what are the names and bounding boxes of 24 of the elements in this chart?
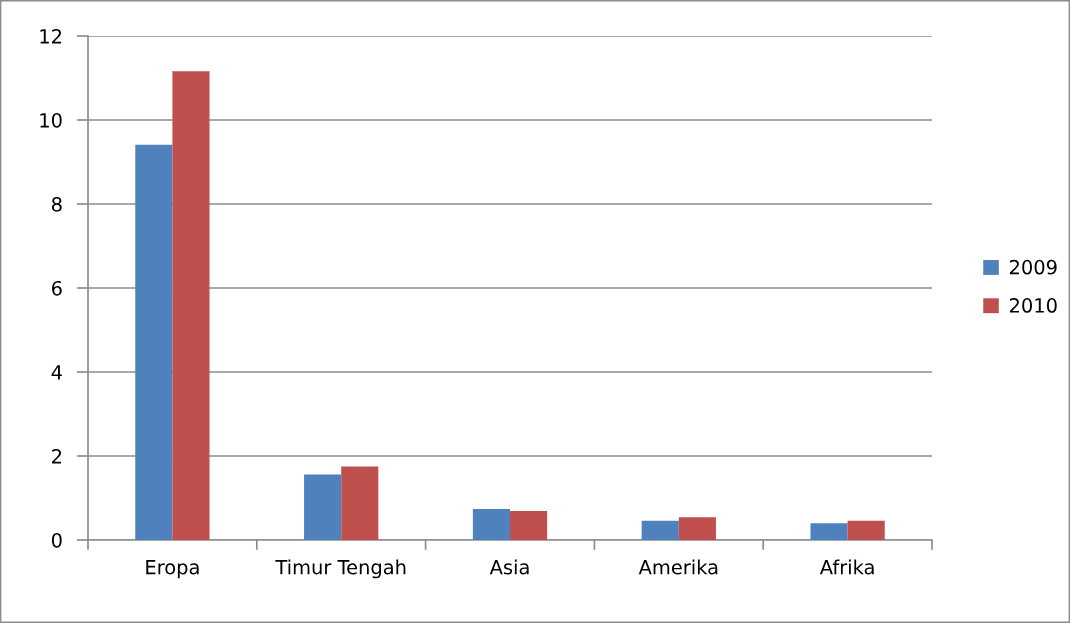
bar [510, 511, 548, 540]
x-tick-label: Eropa [146, 560, 199, 579]
x-tick-label: Asia [489, 559, 529, 575]
bar [847, 520, 885, 540]
y-tick-label: 0 [51, 532, 62, 548]
bar [641, 520, 679, 540]
bar [472, 508, 510, 540]
y-tick-label: 10 [40, 112, 62, 128]
y-tick-label: 4 [51, 365, 62, 380]
bar [810, 523, 848, 540]
bar [678, 517, 716, 540]
legend-label: 2010 [1009, 298, 1057, 313]
y-tick-label: 2 [52, 448, 62, 464]
bar [172, 71, 210, 540]
bar [135, 144, 173, 540]
y-tick-label: 12 [40, 28, 62, 44]
y-tick-label: 6 [51, 280, 62, 296]
x-tick-label: Afrika [819, 559, 874, 575]
legend-label: 2009 [1009, 259, 1057, 275]
x-tick-label: Timur Tengah [275, 559, 406, 579]
y-tick-label: 8 [51, 196, 62, 212]
bar [341, 466, 379, 540]
x-tick-label: Amerika [638, 559, 718, 575]
bar [304, 474, 342, 540]
